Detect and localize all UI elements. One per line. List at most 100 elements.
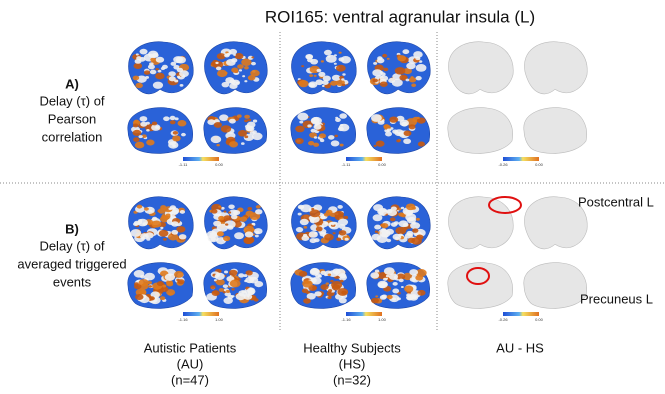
brain-patch [146, 139, 155, 146]
brain-patch [374, 224, 382, 230]
brain-patch [313, 124, 322, 130]
brain-patch [301, 235, 310, 241]
column-label: (n=47) [171, 372, 209, 387]
brain-patch [163, 116, 170, 122]
brain-patch [170, 214, 176, 219]
brain-patch [243, 225, 255, 234]
brain-patch [375, 140, 385, 147]
brain-patch [144, 272, 155, 281]
brain-patch [228, 204, 235, 210]
brain-patch [170, 61, 177, 66]
brain-patch [164, 273, 176, 281]
brain-patch [239, 216, 248, 222]
brain-patch [415, 217, 420, 221]
colorbar [183, 157, 219, 161]
brain-patch [297, 112, 309, 121]
brain-patch [140, 121, 148, 127]
brain-patch [138, 290, 147, 296]
brain-patch [398, 220, 409, 228]
brain-patch [403, 67, 412, 75]
brain-patch [148, 50, 159, 58]
brain-patch [416, 234, 424, 240]
brain-patch [400, 285, 404, 289]
brain-patch [311, 117, 320, 124]
brain-patch [379, 229, 391, 238]
colorbar [346, 312, 382, 316]
brain-patch [331, 74, 341, 81]
brain [523, 107, 587, 154]
brain-patch [400, 206, 405, 210]
brain [447, 107, 513, 154]
brain-patch [157, 69, 162, 73]
brain-patch [218, 205, 222, 208]
brain-patch [255, 209, 263, 215]
brain-patch [312, 286, 317, 290]
brain-patch [336, 237, 342, 242]
brain-patch [337, 204, 343, 209]
column-label: Healthy Subjects [303, 340, 401, 355]
brain-patch [342, 73, 346, 76]
brain-patch [224, 270, 229, 274]
brain-patch [415, 268, 427, 277]
brain-patch [396, 273, 406, 280]
brain-patch [385, 131, 393, 137]
brain-patch [392, 129, 399, 134]
brain-patch [152, 81, 164, 89]
brain-patch [321, 84, 325, 88]
brain-patch [135, 294, 144, 301]
colorbar-label: -1.16 [341, 317, 351, 322]
brain-patch [394, 67, 406, 75]
brain-patch [151, 220, 162, 228]
brain-patch [243, 66, 249, 70]
brain-patch [237, 130, 248, 137]
brain-patch [148, 296, 155, 301]
brain-patch [301, 65, 305, 68]
brain-patch [403, 138, 412, 145]
brain-patch [245, 276, 255, 284]
brain-patch [406, 62, 416, 70]
brain-patch [229, 141, 239, 148]
brain-patch [223, 215, 232, 222]
brain-patch [130, 229, 142, 237]
column-label: (n=32) [333, 372, 371, 387]
brain-patch [237, 64, 244, 69]
brain-patch [220, 125, 232, 133]
brain-patch [255, 230, 260, 234]
brain-patch [144, 207, 149, 211]
brain-patch [247, 75, 256, 81]
brain-patch [299, 120, 304, 124]
brain-patch [410, 76, 414, 79]
brain-patch [377, 207, 388, 216]
brain-patch [324, 221, 329, 225]
brain-patch [314, 231, 318, 235]
brain-patch [234, 53, 244, 60]
brain-patch [136, 204, 143, 209]
brain-patch [155, 56, 165, 63]
brain-patch [141, 237, 145, 240]
brain-patch [344, 237, 349, 241]
brain-patch [138, 279, 149, 287]
brain-patch [339, 143, 344, 147]
annotation: Precuneus L [580, 291, 653, 306]
row-text: events [53, 274, 92, 289]
brain-patch [386, 209, 393, 214]
brain-patch [397, 55, 407, 62]
brain-patch [143, 70, 151, 75]
brain-patch [389, 217, 396, 222]
brain-patch [228, 269, 238, 276]
brain-patch [135, 53, 139, 56]
brain-patch [398, 278, 404, 283]
brain-patch [417, 141, 425, 147]
brain [524, 196, 588, 250]
brain-patch [332, 232, 336, 235]
colorbar [346, 157, 382, 161]
brain-patch [149, 62, 154, 66]
brain-patch [306, 292, 316, 300]
brain-patch [252, 119, 258, 123]
brain-patch [161, 64, 168, 70]
brain-patch [339, 124, 344, 127]
brain-patch [311, 207, 315, 211]
brain-patch [310, 267, 320, 275]
brain-patch [228, 211, 232, 214]
